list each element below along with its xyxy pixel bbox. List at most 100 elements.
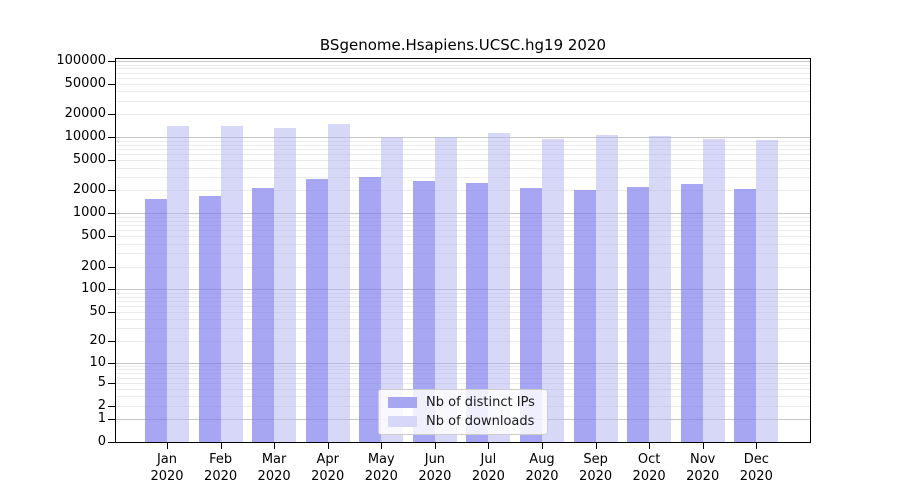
y-tick-label: 100000 [56, 53, 106, 68]
x-tick-label-apr: Apr 2020 [296, 451, 360, 485]
bar-downloads-jun [434, 136, 457, 442]
legend: Nb of distinct IPs Nb of downloads [378, 389, 548, 435]
x-tick-mark [274, 443, 276, 449]
y-tick-label: 2000 [72, 182, 106, 198]
x-tick-label-sep: Sep 2020 [564, 451, 628, 485]
month-label: May [367, 452, 395, 467]
legend-label-distinct-ips: Nb of distinct IPs [426, 395, 535, 410]
y-tick-label: 1000 [72, 205, 106, 221]
month-label: Jun [424, 452, 446, 467]
y-tick-mark [108, 362, 115, 364]
minor-gridline [116, 319, 810, 321]
month-label: Jul [480, 452, 497, 467]
minor-gridline [116, 328, 810, 330]
x-tick-label-oct: Oct 2020 [617, 451, 681, 485]
bar-distinct-ips-jun [412, 181, 435, 442]
y-tick-mark [108, 83, 115, 85]
y-tick-mark [108, 419, 115, 421]
y-tick-label: 200 [81, 258, 106, 274]
bar-distinct-ips-apr [305, 179, 328, 442]
minor-gridline [116, 373, 810, 375]
year-label: 2020 [471, 469, 505, 484]
x-tick-mark [167, 443, 168, 449]
y-tick-label: 50000 [64, 75, 106, 91]
y-tick-label: 10000 [64, 129, 106, 145]
y-tick-label: 1 [97, 411, 106, 427]
x-tick-mark [702, 443, 704, 449]
minor-gridline [116, 177, 810, 178]
y-tick-mark [108, 61, 115, 62]
x-tick-mark [488, 443, 490, 449]
x-tick-mark [220, 443, 222, 449]
minor-gridline [116, 77, 810, 79]
y-tick-mark [108, 190, 115, 192]
y-tick-label: 100 [81, 281, 106, 297]
year-label: 2020 [150, 469, 184, 484]
year-label: 2020 [686, 469, 720, 484]
bar-downloads-may [381, 136, 404, 442]
bar-downloads-aug [542, 138, 564, 442]
minor-gridline [116, 83, 810, 85]
minor-gridline [116, 144, 810, 146]
x-tick-label-aug: Aug 2020 [510, 451, 574, 485]
x-tick-mark [434, 443, 436, 449]
bar-distinct-ips-jul [466, 183, 489, 442]
bar-distinct-ips-jan [145, 198, 167, 442]
x-tick-label-jun: Jun 2020 [403, 451, 467, 485]
month-label: Oct [637, 452, 661, 467]
minor-gridline [116, 190, 810, 192]
month-label: Nov [690, 452, 716, 467]
y-tick-mark [108, 382, 115, 384]
x-tick-mark [381, 443, 383, 449]
bar-distinct-ips-mar [252, 187, 275, 442]
minor-gridline [116, 382, 810, 384]
minor-gridline [116, 167, 810, 169]
minor-gridline [116, 64, 810, 66]
bar-distinct-ips-nov [680, 184, 703, 442]
x-tick-label-mar: Mar 2020 [242, 451, 306, 485]
minor-gridline [116, 91, 810, 93]
x-tick-mark [756, 443, 758, 449]
bar-downloads-dec [756, 140, 779, 442]
year-label: 2020 [311, 469, 345, 484]
y-tick-label: 5000 [72, 152, 106, 168]
major-gridline [116, 137, 810, 139]
x-tick-label-dec: Dec 2020 [724, 451, 788, 485]
bar-distinct-ips-oct [627, 187, 650, 442]
x-tick-label-feb: Feb 2020 [189, 451, 253, 485]
bar-downloads-nov [702, 138, 725, 442]
bar-downloads-jul [488, 132, 511, 442]
x-tick-mark [327, 443, 329, 449]
minor-gridline [116, 72, 810, 74]
major-gridline [116, 61, 810, 62]
x-tick-label-nov: Nov 2020 [671, 451, 735, 485]
legend-item-distinct-ips: Nb of distinct IPs [388, 395, 547, 410]
bar-distinct-ips-dec [734, 189, 757, 442]
minor-gridline [116, 216, 810, 218]
year-label: 2020 [579, 469, 613, 484]
x-tick-mark [649, 443, 651, 449]
month-label: Apr [316, 452, 339, 467]
bar-distinct-ips-aug [520, 188, 542, 442]
minor-gridline [116, 341, 810, 343]
chart-title: BSgenome.Hsapiens.UCSC.hg19 2020 [319, 36, 607, 54]
minor-gridline [116, 230, 810, 232]
bar-downloads-mar [274, 128, 297, 442]
minor-gridline [116, 306, 810, 307]
y-tick-label: 5 [97, 374, 106, 390]
legend-item-downloads: Nb of downloads [388, 414, 547, 429]
minor-gridline [116, 220, 810, 222]
minor-gridline [116, 292, 810, 294]
month-label: Sep [583, 452, 608, 467]
y-tick-mark [108, 236, 115, 238]
plot-area [115, 58, 811, 443]
y-tick-mark [108, 341, 115, 343]
minor-gridline [116, 154, 810, 156]
y-tick-mark [108, 405, 115, 407]
y-tick-label: 500 [81, 228, 106, 244]
bar-distinct-ips-sep [573, 190, 596, 442]
y-tick-mark [108, 137, 115, 139]
minor-gridline [116, 225, 810, 227]
y-tick-label: 0 [97, 434, 106, 449]
